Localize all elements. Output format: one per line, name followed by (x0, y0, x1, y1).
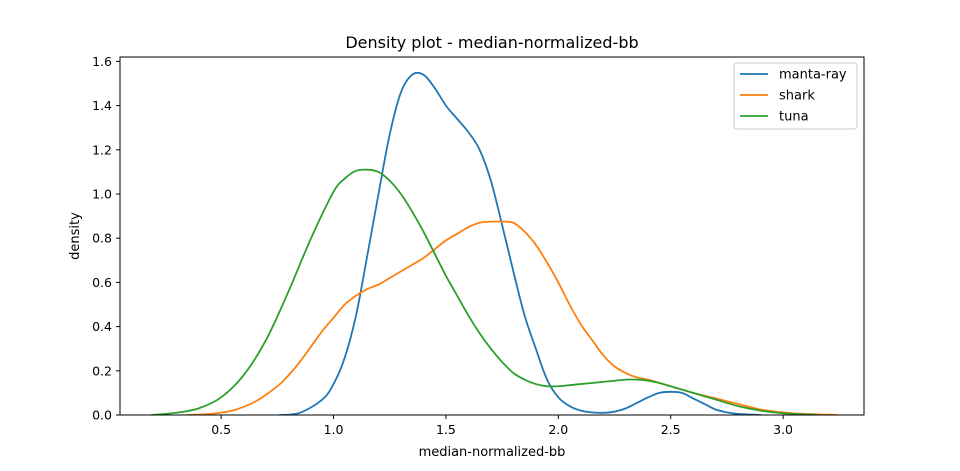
axes-frame (119, 56, 865, 416)
x-tick-label: 2.5 (661, 422, 681, 437)
y-tick-label: 0.8 (92, 231, 112, 246)
legend: manta-ray shark tuna (733, 62, 858, 130)
y-tick-label: 0.2 (92, 363, 112, 378)
chart-title: Density plot - median-normalized-bb (345, 33, 638, 52)
series-lines (150, 71, 838, 415)
y-tick-label: 0.6 (92, 275, 112, 290)
plot-area (119, 56, 865, 416)
x-axis-label: median-normalized-bb (419, 445, 566, 460)
x-tick-label: 2.0 (548, 422, 568, 437)
y-tick-label: 0.4 (92, 319, 112, 334)
y-tick-label: 1.6 (92, 54, 112, 69)
legend-label-tuna: tuna (779, 110, 809, 125)
y-axis: 0.0 0.2 0.4 0.6 0.8 1.0 1.2 1.4 1.6 (92, 54, 120, 423)
legend-label-manta-ray: manta-ray (779, 68, 847, 83)
x-tick-label: 1.5 (436, 422, 456, 437)
y-axis-label: density (68, 212, 83, 260)
x-axis: 0.5 1.0 1.5 2.0 2.5 3.0 (211, 415, 793, 437)
y-tick-label: 0.0 (92, 408, 112, 423)
x-tick-label: 3.0 (773, 422, 793, 437)
legend-label-shark: shark (779, 89, 815, 104)
y-tick-label: 1.0 (92, 187, 112, 202)
series-line-shark (186, 220, 838, 415)
x-tick-label: 0.5 (211, 422, 231, 437)
x-tick-label: 1.0 (324, 422, 344, 437)
legend-box (733, 62, 858, 130)
series-line-tuna (150, 168, 818, 415)
y-tick-label: 1.4 (92, 98, 112, 113)
y-tick-label: 1.2 (92, 142, 112, 157)
series-line-manta-ray (278, 71, 762, 415)
